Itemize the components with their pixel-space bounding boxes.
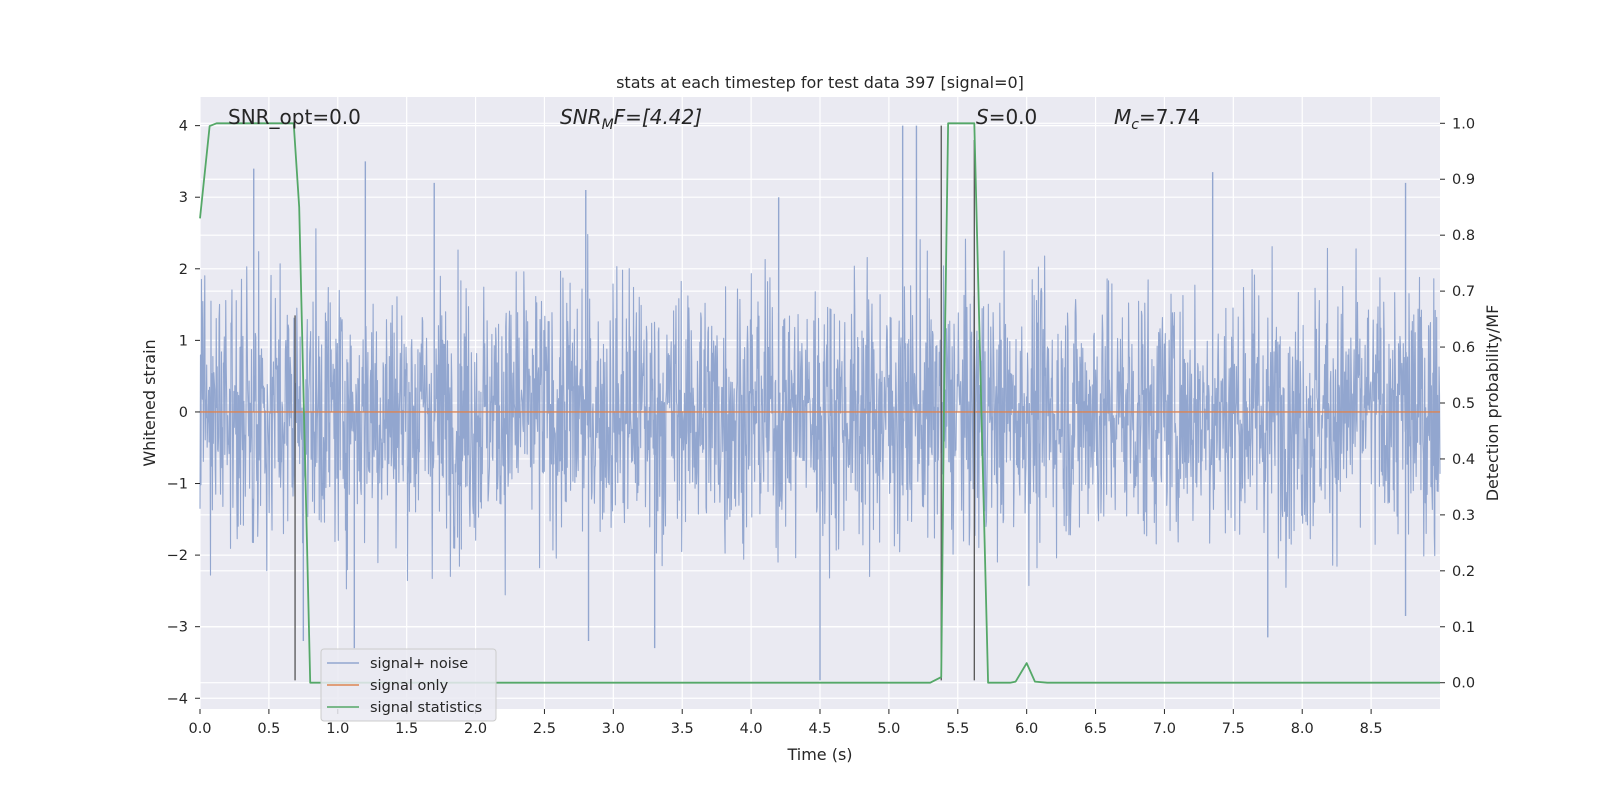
x-tick-label: 3.0 (602, 721, 625, 737)
mc-subscript: c (1131, 117, 1139, 133)
y-left-tick-label: 0 (179, 405, 188, 421)
y-axis-right-ticks: 1.0 0.9 0.8 0.7 0.6 0.5 0.4 0.3 0.2 0.1 0.0 (1440, 116, 1475, 692)
x-tick-label: 0.0 (188, 721, 211, 737)
y-left-tick-label: −1 (167, 477, 188, 493)
x-tick-label: 0.5 (257, 721, 280, 737)
x-axis-ticks: 0.0 0.5 1.0 1.5 2.0 2.5 3.0 3.5 4.0 4.5 5.0 5.5 6.0 6… (188, 709, 1383, 737)
y-right-tick-label: 0.6 (1452, 340, 1475, 356)
y-left-tick-label: 2 (179, 262, 188, 278)
x-tick-label: 4.0 (740, 721, 763, 737)
y-left-tick-label: 4 (179, 119, 188, 135)
x-tick-label: 7.0 (1153, 721, 1176, 737)
y-left-tick-label: −4 (167, 691, 188, 707)
y-left-tick-label: −3 (167, 620, 188, 636)
snr-mf-symbol: SNR (560, 105, 602, 129)
mc-value: =7.74 (1139, 105, 1200, 129)
y-axis-left-ticks: 4 3 2 1 0 −1 −2 −3 −4 (167, 119, 200, 707)
y-axis-right-label: Detection probability/MF (1483, 305, 1502, 502)
x-tick-label: 6.5 (1084, 721, 1107, 737)
s-symbol: S (976, 105, 989, 129)
legend-frame (320, 648, 497, 722)
y-right-tick-label: 0.4 (1452, 452, 1475, 468)
annotation-mc: Mc=7.74 (1114, 105, 1200, 133)
x-tick-label: 6.0 (1015, 721, 1038, 737)
y-right-tick-label: 1.0 (1452, 116, 1475, 132)
x-tick-label: 5.0 (877, 721, 900, 737)
series-signal-statistics (199, 122, 1440, 684)
snr-mf-subscript: M (602, 117, 614, 133)
chart-title: stats at each timestep for test data 397… (616, 73, 1024, 92)
x-tick-label: 7.5 (1222, 721, 1245, 737)
y-right-tick-label: 0.3 (1452, 508, 1475, 524)
y-right-tick-label: 0.0 (1452, 676, 1475, 692)
legend-label-signal-noise: signal+ noise (370, 656, 468, 672)
y-right-tick-label: 0.1 (1452, 620, 1475, 636)
y-right-tick-label: 0.5 (1452, 396, 1475, 412)
annotation-s: S=0.0 (976, 105, 1037, 129)
legend-label-signal-only: signal only (370, 678, 449, 694)
y-right-tick-label: 0.7 (1452, 284, 1475, 300)
y-right-tick-label: 0.8 (1452, 228, 1475, 244)
series-signal-noise (199, 125, 1441, 681)
y-left-tick-label: 1 (179, 333, 188, 349)
x-tick-label: 5.5 (946, 721, 969, 737)
y-right-tick-label: 0.2 (1452, 564, 1475, 580)
snr-mf-value: F=[4.42] (614, 105, 702, 129)
x-tick-label: 8.0 (1291, 721, 1314, 737)
mc-symbol: M (1114, 105, 1131, 129)
y-axis-left-label: Whitened strain (140, 339, 159, 466)
annotation-snr-mf: SNRMF=[4.42] (560, 105, 702, 133)
x-tick-label: 2.0 (464, 721, 487, 737)
legend-label-signal-statistics: signal statistics (370, 700, 482, 716)
x-tick-label: 8.5 (1360, 721, 1383, 737)
x-tick-label: 3.5 (671, 721, 694, 737)
x-tick-label: 1.0 (326, 721, 349, 737)
y-right-tick-label: 0.9 (1452, 172, 1475, 188)
y-left-tick-label: −2 (167, 548, 188, 564)
x-tick-label: 1.5 (395, 721, 418, 737)
x-tick-label: 4.5 (808, 721, 831, 737)
annotation-snr-opt: SNR_opt=0.0 (228, 105, 361, 129)
x-axis-label: Time (s) (786, 745, 852, 764)
signal-statistics-line (199, 122, 1440, 684)
s-value: =0.0 (989, 105, 1038, 129)
legend: signal+ noise signal only signal statist… (320, 648, 497, 722)
y-left-tick-label: 3 (179, 190, 188, 206)
x-tick-label: 2.5 (533, 721, 556, 737)
